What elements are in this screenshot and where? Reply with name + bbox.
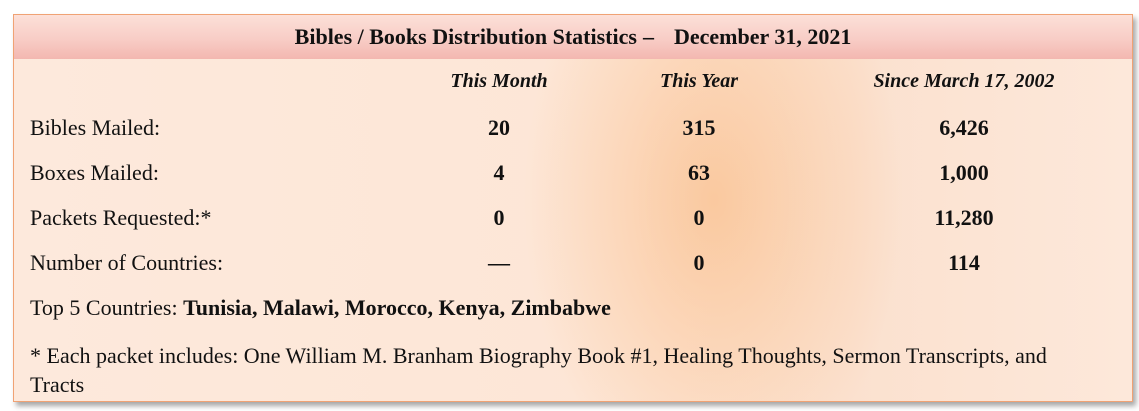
row-label: Boxes Mailed: (30, 160, 159, 185)
column-header-this-month: This Month (450, 70, 548, 92)
value-this-month: — (488, 250, 510, 275)
stat-row-number-of-countries: Number of Countries: — 0 114 (14, 250, 1132, 280)
value-since: 1,000 (939, 160, 989, 185)
statistics-title: Bibles / Books Distribution Statistics (294, 24, 637, 49)
stat-row-packets-requested: Packets Requested:* 0 0 11,280 (14, 205, 1132, 235)
row-label: Number of Countries: (30, 250, 224, 275)
row-label: Bibles Mailed: (30, 115, 161, 140)
value-this-month: 0 (493, 205, 505, 230)
stat-row-bibles-mailed: Bibles Mailed: 20 315 6,426 (14, 115, 1132, 145)
value-this-year: 0 (693, 205, 705, 230)
title-separator: – (642, 24, 654, 49)
statistics-header: Bibles / Books Distribution Statistics –… (14, 15, 1132, 59)
top-countries-list: Tunisia, Malawi, Morocco, Kenya, Zimbabw… (183, 295, 611, 320)
statistics-date: December 31, 2021 (673, 24, 852, 49)
value-this-year: 315 (682, 115, 716, 140)
top-countries-line: Top 5 Countries: Tunisia, Malawi, Morocc… (30, 295, 611, 321)
value-this-year: 0 (693, 250, 705, 275)
top-countries-label: Top 5 Countries: (30, 295, 178, 320)
value-since: 6,426 (939, 115, 989, 140)
value-this-month: 4 (493, 160, 505, 185)
stat-row-boxes-mailed: Boxes Mailed: 4 63 1,000 (14, 160, 1132, 190)
column-header-this-year: This Year (660, 70, 738, 92)
distribution-statistics-panel: Bibles / Books Distribution Statistics –… (13, 14, 1133, 402)
column-header-since: Since March 17, 2002 (873, 70, 1055, 92)
value-this-year: 63 (688, 160, 710, 185)
value-since: 114 (948, 250, 980, 275)
value-this-month: 20 (488, 115, 510, 140)
value-since: 11,280 (934, 205, 994, 230)
row-label: Packets Requested:* (30, 205, 212, 230)
packet-footnote: * Each packet includes: One William M. B… (30, 343, 1047, 397)
